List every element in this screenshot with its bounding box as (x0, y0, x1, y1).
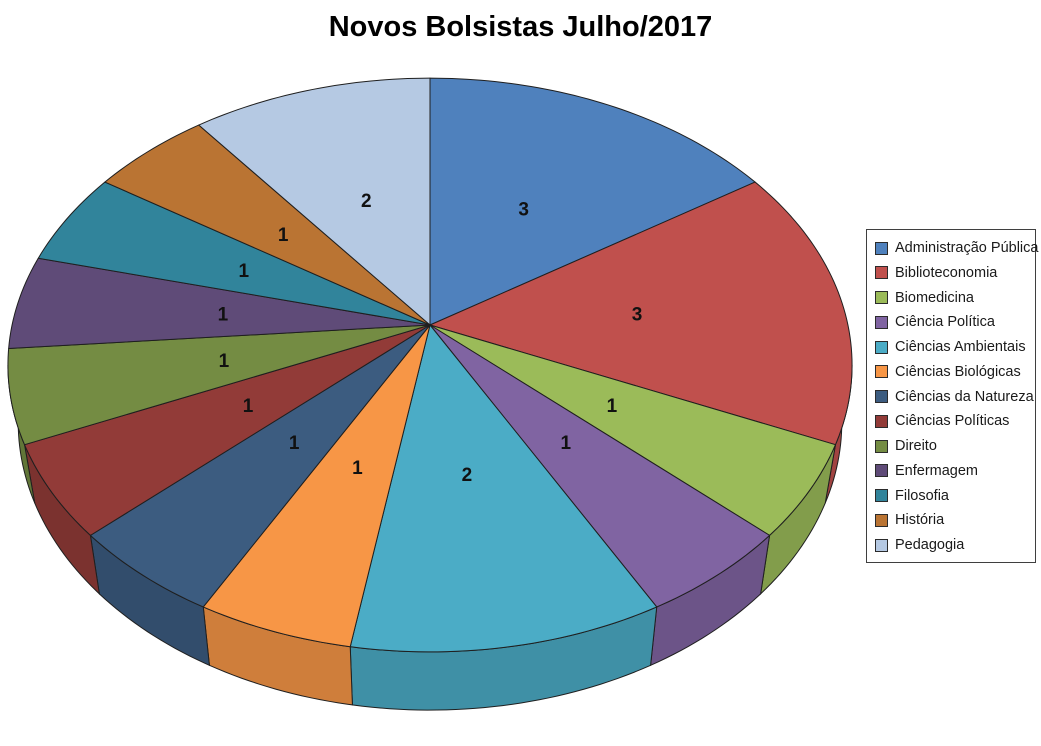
slice-value-label: 1 (278, 225, 289, 246)
slice-value-label: 1 (218, 304, 229, 325)
legend-item-enfermagem[interactable]: Enfermagem (875, 459, 1031, 483)
legend-item-ciencias-ambientais[interactable]: Ciências Ambientais (875, 335, 1031, 359)
chart-legend: Administração Pública Biblioteconomia Biom… (866, 229, 1038, 563)
slice-value-label: 1 (561, 433, 572, 454)
slice-value-label: 1 (607, 396, 618, 417)
legend-label: Ciências da Natureza (895, 388, 1034, 405)
slice-value-label: 1 (239, 261, 250, 282)
legend-swatch (875, 390, 888, 403)
slice-value-label: 3 (518, 199, 529, 220)
legend-item-filosofia[interactable]: Filosofia (875, 484, 1031, 508)
legend-item-ciencias-politicas[interactable]: Ciências Políticas (875, 409, 1031, 433)
legend-item-ciencias-biologicas[interactable]: Ciências Biológicas (875, 360, 1031, 384)
legend-swatch (875, 241, 888, 255)
slice-value-label: 2 (361, 191, 372, 212)
legend-label: Biomedicina (895, 289, 974, 306)
legend-item-administracao-publica[interactable]: Administração Pública (875, 236, 1038, 260)
pie-slice-ciencia-politica[interactable] (429, 324, 771, 608)
legend-item-biomedicina[interactable]: Biomedicina (875, 286, 1031, 310)
pie-slice-ciencias-biologicas[interactable] (202, 324, 431, 648)
slice-value-label: 1 (289, 433, 300, 454)
legend-item-ciencia-politica[interactable]: Ciência Política (875, 310, 1031, 334)
pie-slice-enfermagem[interactable] (8, 257, 431, 349)
pie-slice-ciencias-da-natureza[interactable] (89, 324, 431, 608)
legend-swatch (875, 513, 888, 527)
pie-slice-filosofia[interactable] (37, 181, 431, 326)
legend-label: Ciência Política (895, 314, 995, 331)
legend-label: Biblioteconomia (895, 264, 998, 281)
pie-slice-ciencias-ambientais[interactable] (349, 324, 658, 653)
pie-slice-direito[interactable] (7, 324, 431, 446)
slice-value-label: 2 (462, 465, 473, 486)
legend-swatch (875, 414, 888, 428)
legend-swatch (875, 340, 888, 354)
legend-item-pedagogia[interactable]: Pedagogia (875, 533, 1031, 557)
legend-item-historia[interactable]: História (875, 508, 1031, 532)
legend-swatch (875, 315, 888, 329)
legend-label: Ciências Ambientais (895, 339, 1026, 355)
legend-swatch (875, 365, 888, 379)
legend-label: Administração Pública (895, 240, 1039, 256)
legend-label: Ciências Biológicas (895, 363, 1021, 380)
slice-value-label: 1 (219, 351, 230, 372)
legend-swatch (875, 538, 888, 552)
legend-label: História (895, 512, 945, 529)
legend-item-biblioteconomia[interactable]: Biblioteconomia (875, 261, 1031, 285)
slice-value-label: 1 (243, 396, 254, 417)
pie-slice-biblioteconomia[interactable] (429, 181, 853, 446)
pie-slice-ciencias-politicas[interactable] (24, 324, 431, 536)
slice-value-label: 3 (632, 304, 643, 325)
pie-slice-administracao-publica[interactable] (429, 77, 756, 326)
legend-swatch (875, 266, 888, 280)
legend-swatch (875, 464, 888, 478)
legend-label: Pedagogia (895, 537, 965, 553)
slice-value-label: 1 (352, 458, 363, 479)
legend-item-direito[interactable]: Direito (875, 434, 1031, 458)
legend-label: Filosofia (895, 487, 949, 504)
legend-label: Direito (895, 438, 937, 454)
legend-label: Enfermagem (895, 462, 979, 479)
pie-slice-pedagogia[interactable] (198, 77, 431, 326)
pie-slice-biomedicina[interactable] (429, 324, 836, 536)
legend-label: Ciências Políticas (895, 413, 1010, 430)
legend-item-ciencias-da-natureza[interactable]: Ciências da Natureza (875, 385, 1034, 409)
chart-title: Novos Bolsistas Julho/2017 (328, 11, 713, 43)
legend-swatch (875, 291, 888, 304)
pie-slice-historia[interactable] (104, 124, 431, 326)
legend-swatch (875, 489, 888, 502)
legend-swatch (875, 439, 888, 453)
